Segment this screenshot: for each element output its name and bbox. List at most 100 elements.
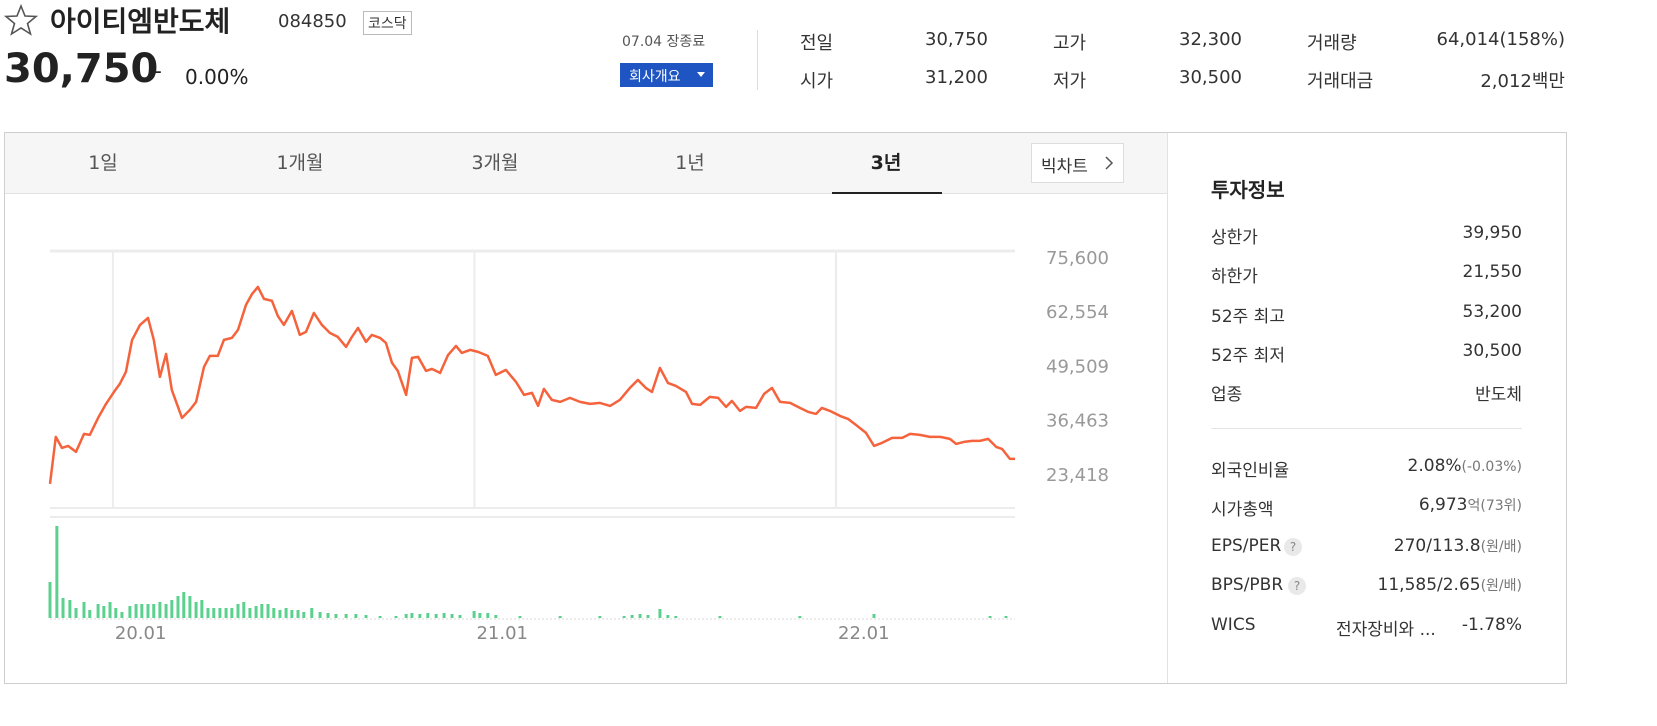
volume-bar: [666, 615, 670, 618]
volume-bar: [450, 614, 454, 618]
info-note: -1.78%: [1461, 615, 1522, 635]
volume-bar: [278, 610, 282, 618]
stat-label: 저가: [1053, 71, 1087, 92]
info-value[interactable]: 전자장비와 ...: [1336, 620, 1436, 640]
help-icon[interactable]: ?: [1284, 538, 1302, 556]
info-value-group: 270/113.8(원/배): [1322, 536, 1522, 556]
volume-bar: [266, 604, 270, 618]
company-button[interactable]: 회사개요: [620, 63, 713, 87]
volume-bar: [182, 592, 186, 618]
volume-bar: [61, 598, 65, 618]
volume-bar: [236, 604, 240, 618]
info-label: EPS/PER: [1211, 536, 1282, 556]
x-tick-label: 22.01: [838, 623, 890, 644]
volume-bar: [404, 614, 408, 618]
period-tab[interactable]: 1일: [88, 152, 118, 174]
volume-bar: [472, 611, 476, 618]
volume-bar: [674, 616, 678, 618]
volume-bar: [242, 602, 246, 618]
price-line: [48, 285, 1015, 485]
volume-bar: [310, 608, 314, 618]
volume-bar: [410, 613, 414, 618]
period-tab[interactable]: 3개월: [471, 152, 519, 174]
volume-bar: [200, 600, 204, 618]
info-value: 2.08%: [1407, 456, 1462, 476]
info-note: (원/배): [1480, 578, 1522, 594]
period-tab[interactable]: 1개월: [276, 152, 324, 174]
info-note: 억(73위): [1467, 498, 1523, 514]
info-label: 52주 최고: [1211, 307, 1285, 327]
x-tick-label: 21.01: [476, 623, 528, 644]
volume-bar: [284, 608, 288, 618]
volume-bar: [48, 582, 52, 618]
info-label: 업종: [1211, 385, 1243, 405]
big-chart-button[interactable]: 빅차트: [1031, 143, 1124, 183]
stat-value: 32,300: [1179, 29, 1242, 50]
info-label: 외국인비율: [1211, 461, 1290, 481]
volume-bar: [354, 614, 358, 618]
stat-label: 거래대금: [1307, 71, 1374, 92]
stock-code: 084850: [278, 11, 347, 32]
volume-bar: [224, 608, 228, 618]
volume-bar: [518, 616, 522, 618]
volume-bar: [622, 616, 626, 618]
volume-bar: [434, 614, 438, 618]
help-icon[interactable]: ?: [1288, 577, 1306, 595]
panel-border: [4, 132, 1567, 684]
tab-bar: [5, 133, 1167, 193]
volume-bar: [302, 612, 306, 618]
volume-bar: [458, 615, 462, 618]
info-value: 11,585/2.65: [1377, 575, 1481, 595]
volume-bar: [212, 608, 216, 618]
info-label: WICS: [1211, 615, 1256, 635]
volume-bar: [194, 602, 198, 618]
volume-bar: [988, 616, 992, 618]
volume-bar: [102, 606, 106, 618]
volume-bar: [364, 615, 368, 618]
info-value-group: 11,585/2.65(원/배): [1322, 575, 1522, 595]
info-label: 52주 최저: [1211, 346, 1285, 366]
info-note: (원/배): [1480, 539, 1522, 555]
volume-bar: [248, 608, 252, 618]
volume-bar: [334, 614, 338, 618]
stat-value: 64,014(158%): [1436, 29, 1566, 50]
volume-bar: [96, 604, 100, 618]
volume-bar: [88, 610, 92, 618]
volume-bar: [558, 616, 562, 618]
current-price: 30,750: [4, 46, 159, 92]
info-value: 21,550: [1462, 262, 1522, 282]
volume-bar: [82, 602, 86, 618]
volume-bar: [272, 608, 276, 618]
y-tick-label: 62,554: [1046, 302, 1109, 323]
info-value: 반도체: [1475, 385, 1522, 405]
info-value-group: 6,973억(73위): [1322, 495, 1522, 515]
volume-bar: [1004, 616, 1008, 618]
volume-bar: [872, 614, 876, 618]
volume-bar: [134, 604, 138, 618]
volume-bar: [55, 526, 59, 618]
volume-bar: [170, 600, 174, 618]
volume-bar: [798, 616, 802, 618]
volume-bar: [68, 600, 72, 618]
info-value: 53,200: [1462, 302, 1522, 322]
volume-bar: [638, 614, 642, 618]
volume-bar: [218, 608, 222, 618]
info-value: 39,950: [1462, 223, 1522, 243]
favorite-star[interactable]: [4, 4, 38, 36]
volume-bar: [108, 602, 112, 618]
volume-bar: [128, 606, 132, 618]
volume-bar: [164, 604, 168, 618]
period-tab-active[interactable]: 3년: [870, 152, 902, 174]
volume-bar: [206, 608, 210, 618]
volume-bar: [120, 612, 124, 618]
volume-bar: [494, 615, 498, 618]
volume-bar: [114, 608, 118, 618]
y-tick-label: 23,418: [1046, 465, 1109, 486]
volume-bar: [658, 609, 662, 618]
volume-bar: [418, 614, 422, 618]
period-tab[interactable]: 1년: [675, 152, 705, 174]
stat-value: 31,200: [925, 67, 988, 88]
info-value-group: 2.08%(-0.03%): [1322, 456, 1522, 476]
x-tick-label: 20.01: [115, 623, 167, 644]
